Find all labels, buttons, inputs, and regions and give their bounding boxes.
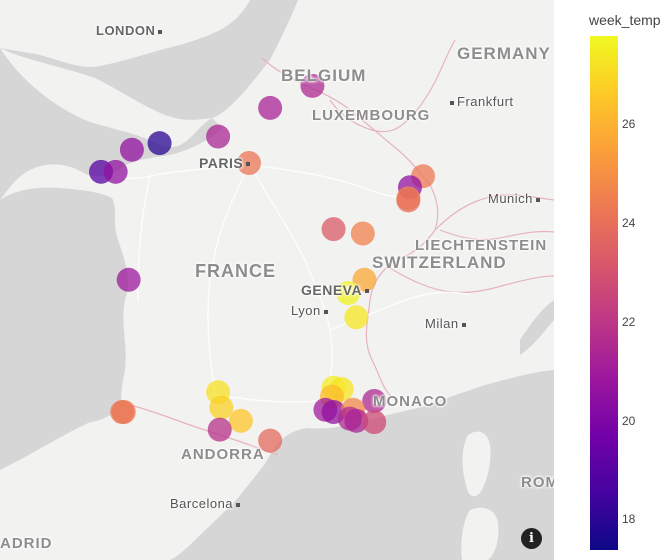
colorbar-title: week_temp [589, 12, 661, 28]
sardinia-island [461, 507, 499, 560]
adriatic-sea [520, 300, 554, 355]
colorbar-tick: 18 [622, 512, 636, 527]
data-point[interactable] [258, 95, 283, 120]
label-barcelona: Barcelona [170, 496, 243, 511]
info-icon[interactable]: i [521, 528, 542, 549]
label-lyon: Lyon [291, 303, 331, 318]
label-madrid: ADRID [0, 535, 53, 552]
data-point[interactable] [362, 410, 387, 435]
basemap [0, 0, 554, 560]
mediterranean-sea [170, 370, 554, 560]
label-paris: PARIS [199, 155, 253, 171]
colorbar [590, 36, 618, 550]
data-point[interactable] [362, 388, 387, 413]
label-geneva: GENEVA [301, 282, 372, 298]
colorbar-tick: 24 [622, 215, 636, 230]
data-point[interactable] [116, 267, 141, 292]
data-point[interactable] [103, 159, 128, 184]
data-point[interactable] [350, 221, 375, 246]
data-point[interactable] [147, 131, 172, 156]
label-switzerland: SWITZERLAND [372, 253, 507, 272]
channel-sea [0, 48, 222, 200]
bay-sea [0, 410, 122, 470]
data-point[interactable] [300, 73, 325, 98]
label-monaco: MONACO [373, 393, 448, 410]
label-luxembourg: LUXEMBOURG [312, 107, 431, 124]
label-belgium: BELGIUM [281, 66, 367, 85]
map[interactable]: LONDON BELGIUM GERMANY Frankfurt LUXEMBO… [0, 0, 554, 560]
atlantic-sea [0, 187, 128, 470]
label-munich: Munich [488, 191, 543, 206]
data-point[interactable] [352, 267, 377, 292]
colorbar-tick: 26 [622, 116, 636, 131]
label-milan: Milan [425, 316, 469, 331]
label-london: LONDON [96, 23, 165, 38]
data-point[interactable] [396, 188, 421, 213]
data-point[interactable] [119, 137, 144, 162]
label-germany: GERMANY [457, 44, 551, 63]
label-liechtenstein: LIECHTENSTEIN [415, 237, 548, 254]
data-point[interactable] [209, 395, 234, 420]
north-sea-coast [298, 0, 392, 42]
scatter-points [89, 73, 435, 453]
colorbar-tick: 22 [622, 314, 636, 329]
data-point[interactable] [336, 281, 361, 306]
data-point[interactable] [258, 428, 283, 453]
data-point[interactable] [344, 305, 369, 330]
data-point[interactable] [110, 400, 135, 424]
data-point[interactable] [207, 417, 232, 442]
label-frankfurt: Frankfurt [447, 94, 514, 109]
colorbar-tick: 20 [622, 413, 636, 428]
label-france: FRANCE [195, 261, 276, 281]
data-point[interactable] [228, 408, 253, 433]
label-rome: ROM [521, 474, 554, 491]
data-point[interactable] [206, 124, 231, 149]
data-point[interactable] [321, 217, 346, 242]
data-point[interactable] [344, 408, 369, 433]
label-andorra: ANDORRA [181, 446, 265, 463]
corsica-island [462, 431, 491, 497]
uk-land [0, 0, 250, 67]
